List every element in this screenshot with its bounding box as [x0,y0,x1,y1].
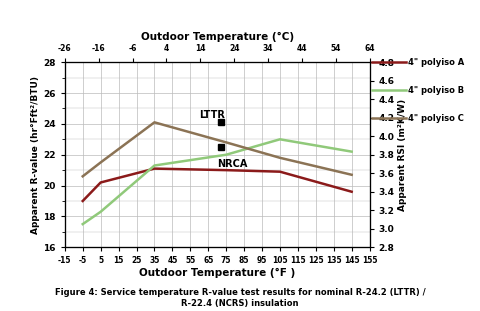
4" polyiso C [152,120,157,124]
4" polyiso C [98,160,104,164]
4" polyiso C [277,156,283,160]
4" polyiso A [80,199,85,203]
Text: 4" polyiso A: 4" polyiso A [408,58,464,67]
4" polyiso B [349,150,355,154]
4" polyiso B [223,153,229,157]
4" polyiso C [80,174,85,178]
Line: 4" polyiso B: 4" polyiso B [83,139,352,224]
4" polyiso A [277,170,283,174]
Line: 4" polyiso A: 4" polyiso A [83,169,352,201]
Line: 4" polyiso C: 4" polyiso C [83,122,352,176]
Text: Figure 4: Service temperature R-value test results for nominal R-24.2 (LTTR) /
R: Figure 4: Service temperature R-value te… [55,289,425,308]
X-axis label: Outdoor Temperature (°F ): Outdoor Temperature (°F ) [139,268,295,278]
Text: 4" polyiso C: 4" polyiso C [408,114,464,123]
4" polyiso C [349,173,355,177]
4" polyiso B [152,164,157,167]
4" polyiso C [223,141,229,144]
Text: LTTR: LTTR [199,110,225,120]
4" polyiso B [277,137,283,141]
4" polyiso B [98,210,104,214]
X-axis label: Outdoor Temperature (°C): Outdoor Temperature (°C) [141,32,294,42]
Text: 4" polyiso B: 4" polyiso B [408,86,464,95]
Y-axis label: Apparent RSI (m²K/W): Apparent RSI (m²K/W) [397,99,407,211]
4" polyiso A [223,168,229,172]
Y-axis label: Apparent R-value (hr°Fft²/BTU): Apparent R-value (hr°Fft²/BTU) [31,76,40,234]
4" polyiso B [80,222,85,226]
4" polyiso A [152,167,157,170]
4" polyiso A [98,181,104,184]
4" polyiso A [349,190,355,193]
Text: NRCA: NRCA [217,159,248,169]
